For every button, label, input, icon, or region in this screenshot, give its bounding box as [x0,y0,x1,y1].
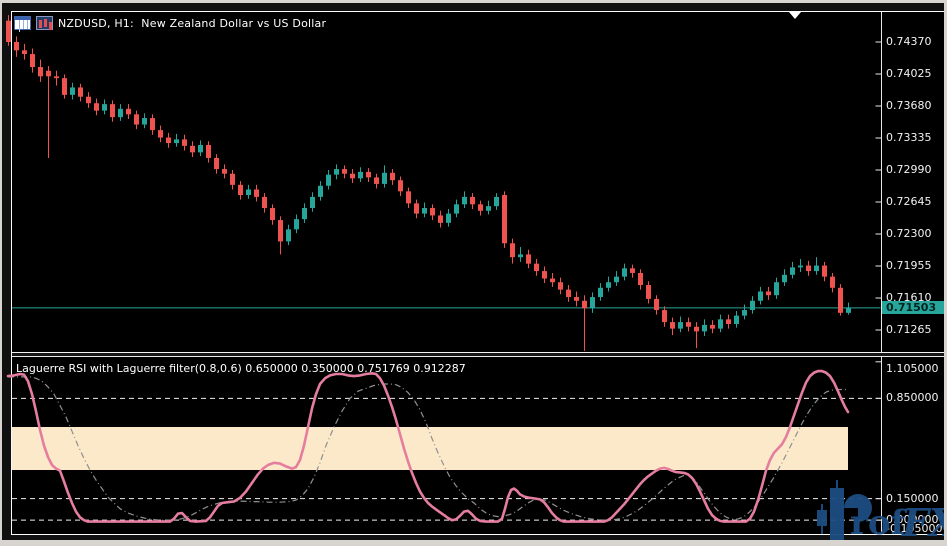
svg-text:rof: rof [850,503,908,540]
chart-window[interactable] [11,11,945,535]
indicator-axis-label: 0.850000 [886,391,939,405]
watermark-candle-small [817,510,827,526]
proffx-watermark: rof FX [810,452,947,540]
main-axis-label: 0.73335 [886,130,932,144]
bid-price-tag: 0.71503 [882,301,944,315]
main-axis-label: 0.74370 [886,35,932,48]
indicator-axis-label: -0.105000 [886,522,943,535]
svg-text:FX: FX [901,500,947,540]
main-axis-label: 0.73680 [886,98,932,112]
main-axis-label: 0.71265 [886,322,932,336]
main-axis-label: 0.72300 [886,226,932,240]
chart-title: NZDUSD, H1: New Zealand Dollar vs US Dol… [58,16,327,30]
watermark-pacman [844,494,872,522]
indicator-axis-label: 0.000000 [886,513,939,527]
main-axis-label: 0.74025 [886,66,932,80]
watermark-candle-tall [830,488,844,540]
indicator-axis-label: 1.105000 [886,362,939,375]
main-axis-label: 0.72990 [886,162,932,176]
main-axis-label: 0.71955 [886,258,932,272]
chart-icon [36,16,53,30]
main-axis-label: 0.71610 [886,290,932,304]
chart-title-row: NZDUSD, H1: New Zealand Dollar vs US Dol… [14,15,326,31]
panel-divider[interactable] [12,352,944,357]
indicator-label: Laguerre RSI with Laguerre filter(0.8,0.… [16,362,466,375]
indicator-axis-label: 0.150000 [886,491,939,505]
table-icon [14,16,31,30]
main-axis-label: 0.72645 [886,194,932,208]
